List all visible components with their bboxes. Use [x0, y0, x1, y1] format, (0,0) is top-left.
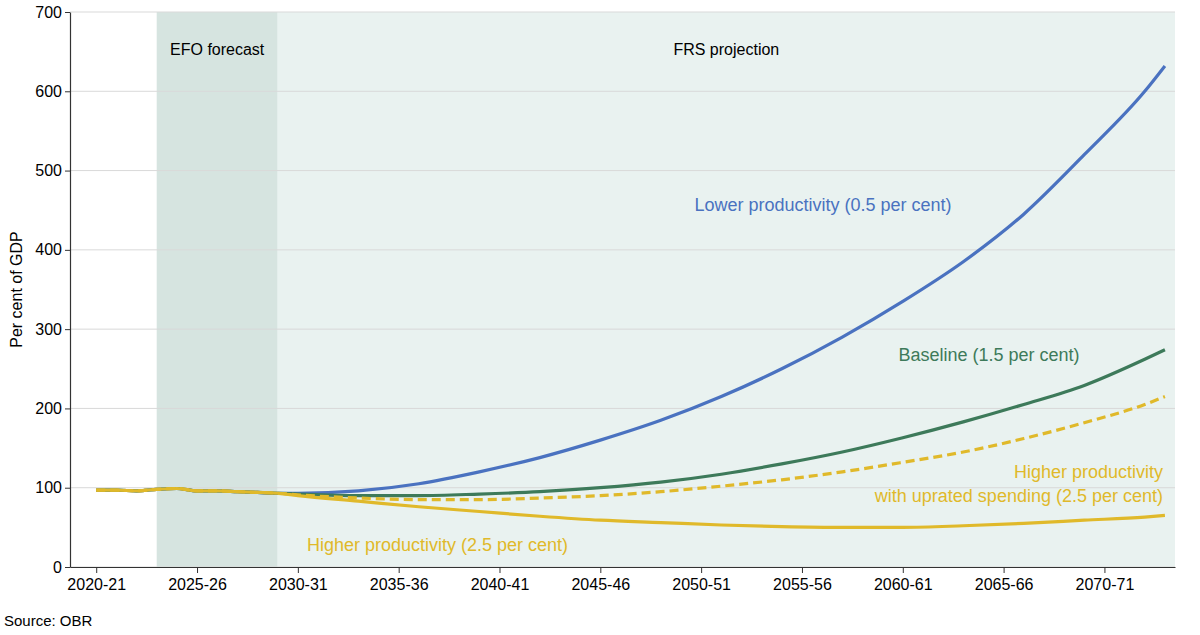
grid-line	[70, 91, 1175, 92]
y-tick-mark	[65, 91, 70, 92]
x-tick-mark	[1104, 567, 1105, 573]
y-tick: 600	[35, 83, 70, 100]
x-tick-label: 2040-41	[471, 576, 530, 593]
x-tick: 2030-31	[269, 567, 328, 593]
x-tick-mark	[96, 567, 97, 573]
x-tick-mark	[197, 567, 198, 573]
x-tick: 2060-61	[874, 567, 933, 593]
regions	[157, 12, 1175, 567]
y-tick-mark	[65, 12, 70, 13]
grid-line	[70, 329, 1175, 330]
shaded-region	[157, 12, 278, 567]
series-label: Lower productivity (0.5 per cent)	[694, 195, 951, 215]
x-tick: 2045-46	[571, 567, 630, 593]
y-tick-label: 600	[35, 83, 62, 100]
x-tick: 2035-36	[370, 567, 429, 593]
y-tick-label: 200	[35, 400, 62, 417]
y-tick-mark	[65, 171, 70, 172]
y-axis: 0 100 200 300 400 500 600 700	[35, 4, 70, 576]
x-tick-mark	[399, 567, 400, 573]
series-label: Baseline (1.5 per cent)	[898, 345, 1079, 365]
grid-line	[70, 567, 1175, 568]
x-tick: 2040-41	[471, 567, 530, 593]
series-lines	[96, 66, 1165, 527]
x-tick-label: 2025-26	[168, 576, 227, 593]
series-label: Higher productivity (2.5 per cent)	[307, 535, 568, 555]
series-line	[96, 397, 1165, 500]
x-tick-mark	[499, 567, 500, 573]
x-tick: 2055-56	[773, 567, 832, 593]
x-tick-label: 2060-61	[874, 576, 933, 593]
y-tick-mark	[65, 329, 70, 330]
series-line	[96, 350, 1165, 496]
x-tick-label: 2055-56	[773, 576, 832, 593]
x-tick-label: 2065-66	[975, 576, 1034, 593]
y-tick-mark	[65, 250, 70, 251]
y-tick-mark	[65, 567, 70, 568]
series-line	[96, 66, 1165, 493]
x-tick-mark	[802, 567, 803, 573]
x-tick-mark	[701, 567, 702, 573]
x-tick: 2020-21	[67, 567, 126, 593]
x-tick-label: 2070-71	[1076, 576, 1135, 593]
x-tick-mark	[903, 567, 904, 573]
region-label: EFO forecast	[170, 41, 265, 58]
y-tick: 300	[35, 321, 70, 338]
y-tick: 0	[53, 559, 70, 576]
y-tick-mark	[65, 488, 70, 489]
series-label: Higher productivitywith uprated spending…	[874, 462, 1163, 506]
grid-line	[70, 170, 1175, 171]
y-tick-label: 500	[35, 162, 62, 179]
x-tick: 2070-71	[1076, 567, 1135, 593]
grid-line	[70, 249, 1175, 250]
chart: EFO forecast FRS projection 2020-21 2025-26…	[0, 0, 1200, 635]
x-tick: 2065-66	[975, 567, 1034, 593]
source-note: Source: OBR	[4, 612, 93, 629]
y-tick-mark	[65, 408, 70, 409]
x-tick-mark	[298, 567, 299, 573]
x-tick-label: 2035-36	[370, 576, 429, 593]
y-tick: 700	[35, 4, 70, 21]
y-axis-title: Per cent of GDP	[8, 231, 25, 348]
x-tick-label: 2020-21	[67, 576, 126, 593]
y-tick: 100	[35, 479, 70, 496]
y-axis-line	[70, 13, 71, 568]
y-tick: 500	[35, 162, 70, 179]
y-tick: 200	[35, 400, 70, 417]
grid	[70, 12, 1175, 567]
x-tick: 2050-51	[672, 567, 731, 593]
y-tick: 400	[35, 241, 70, 258]
y-tick-label: 100	[35, 479, 62, 496]
x-tick-label: 2050-51	[672, 576, 731, 593]
x-tick-label: 2045-46	[571, 576, 630, 593]
y-tick-label: 700	[35, 4, 62, 21]
y-tick-label: 400	[35, 241, 62, 258]
x-axis: 2020-21 2025-26 2030-31 2035-36 2040-41 2045-…	[67, 567, 1175, 593]
x-tick: 2025-26	[168, 567, 227, 593]
x-tick-mark	[600, 567, 601, 573]
grid-line	[70, 12, 1175, 13]
x-axis-line	[71, 567, 1176, 568]
region-label: FRS projection	[673, 41, 779, 58]
y-tick-label: 300	[35, 321, 62, 338]
x-tick-mark	[1004, 567, 1005, 573]
x-tick-label: 2030-31	[269, 576, 328, 593]
y-tick-label: 0	[53, 559, 62, 576]
